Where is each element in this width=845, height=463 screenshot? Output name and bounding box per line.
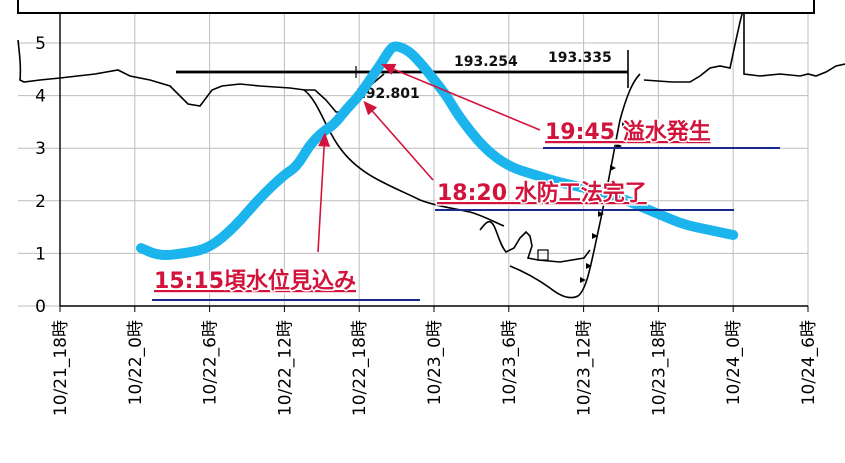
- x-tick-label: 10/22_12時: [275, 320, 295, 416]
- y-tick-label: 2: [35, 192, 46, 212]
- y-tick-label: 5: [35, 34, 46, 54]
- y-tick-label: 0: [35, 297, 46, 317]
- x-tick-label: 10/23_0時: [425, 320, 445, 405]
- x-tick-label: 10/24_0時: [724, 320, 744, 405]
- y-tick-label: 4: [35, 87, 46, 107]
- x-tick-label: 10/22_18時: [350, 320, 370, 416]
- bank-arrow-mark: [580, 277, 586, 283]
- elevation-label: 193.335: [548, 50, 612, 66]
- x-tick-label: 10/21_18時: [51, 320, 71, 416]
- background-profile-line: [480, 222, 590, 262]
- elevation-label: 193.254: [454, 54, 518, 70]
- annotation-label: 19:45 溢水発生: [545, 119, 711, 145]
- x-tick-label: 10/23_18時: [649, 320, 669, 416]
- background-profile-line: [18, 40, 384, 112]
- y-tick-label: 3: [35, 139, 46, 159]
- bank-arrow-mark: [610, 165, 616, 171]
- x-tick-label: 10/23_6時: [500, 320, 520, 405]
- x-tick-label: 10/23_12時: [575, 320, 595, 416]
- series: [141, 46, 733, 257]
- annotation-arrow: [318, 146, 324, 252]
- annotation-label: 15:15頃水位見込み: [154, 268, 356, 294]
- water-level-line: [141, 46, 733, 255]
- x-tick-label: 10/22_6時: [201, 320, 221, 405]
- gauge-marker: [538, 250, 548, 260]
- annotation-label: 18:20 水防工法完了: [437, 180, 647, 206]
- header-box: [17, 0, 815, 14]
- annotations: 15:15頃水位見込み 18:20 水防工法完了 19:45 溢水発生: [152, 64, 780, 300]
- x-tick-label: 10/24_6時: [799, 320, 819, 405]
- x-tick-label: 10/22_0時: [126, 320, 146, 405]
- y-tick-label: 1: [35, 244, 46, 264]
- annotation-arrow: [373, 111, 433, 180]
